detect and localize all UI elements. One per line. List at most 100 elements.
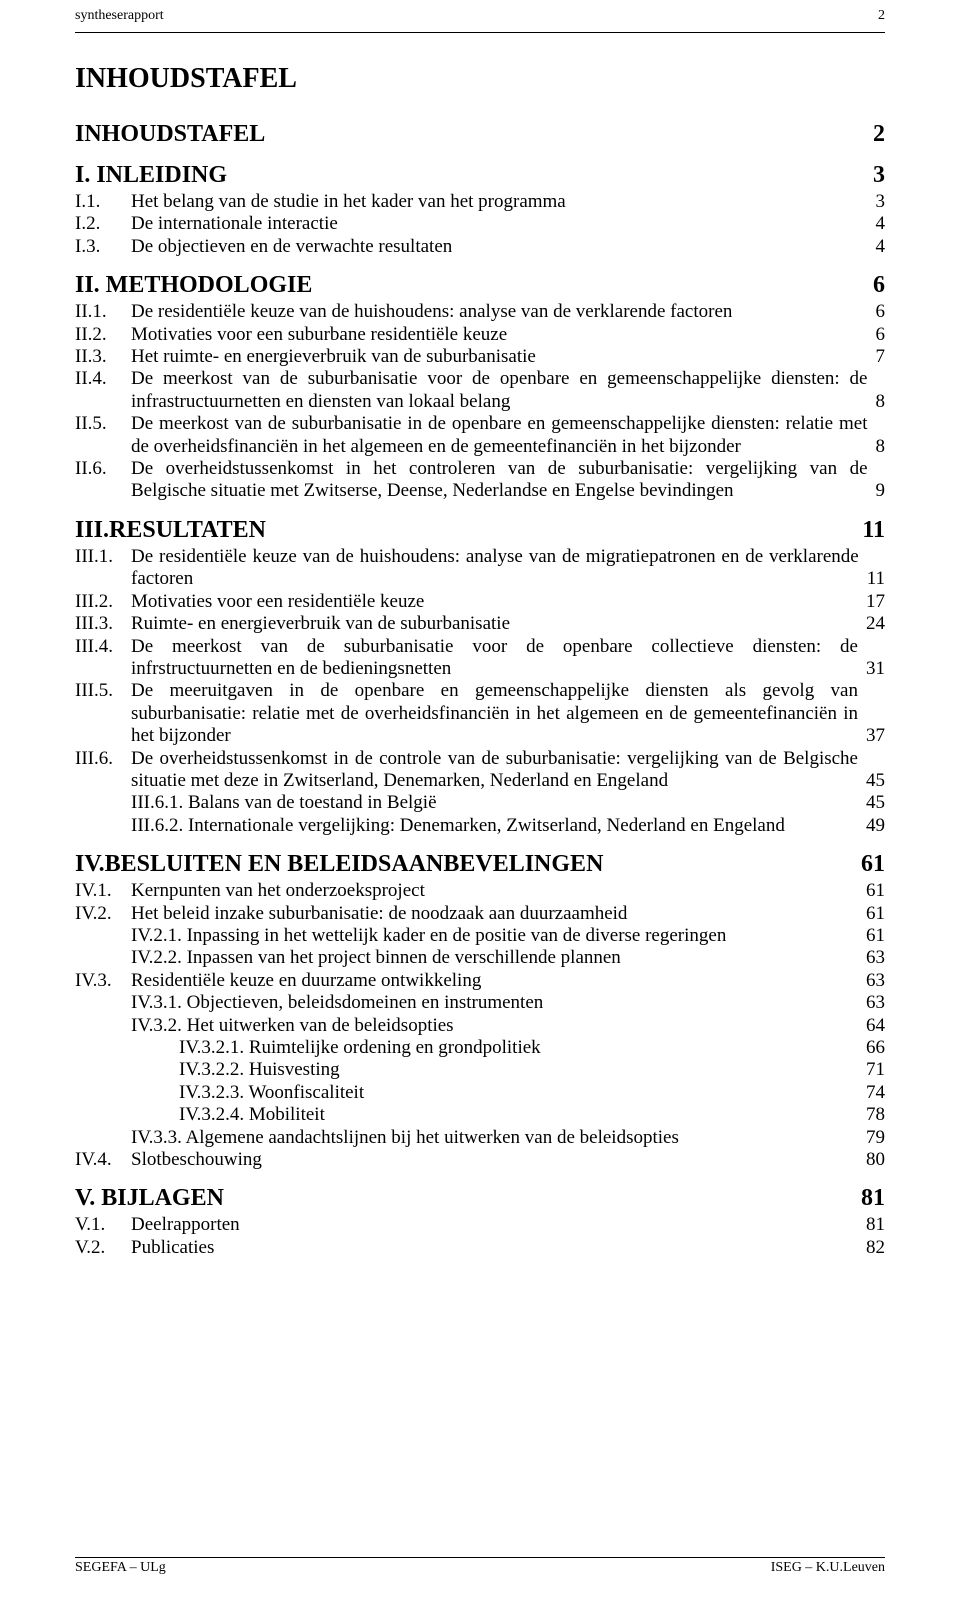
toc-entry-text: De internationale interactie xyxy=(131,213,868,235)
toc-entry-text: De residentiële keuze van de huishoudens… xyxy=(131,301,868,323)
toc-subentry-text: IV.3.2. Het uitwerken van de beleidsopti… xyxy=(131,1015,858,1037)
toc-entry-page: 7 xyxy=(868,346,886,368)
toc-entry: I.1.Het belang van de studie in het kade… xyxy=(75,191,885,213)
document-page: syntheserapport 2 INHOUDSTAFEL INHOUDSTA… xyxy=(0,0,960,1611)
toc-subentry-text: III.6.1. Balans van de toestand in Belgi… xyxy=(131,792,858,814)
toc-indent-spacer xyxy=(75,1037,179,1059)
toc-entry-number: III.3. xyxy=(75,613,131,635)
toc-subentry-text: IV.2.2. Inpassen van het project binnen … xyxy=(131,947,858,969)
toc-section-heading: III.RESULTATEN 11 xyxy=(75,517,885,544)
toc-entry: IV.1.Kernpunten van het onderzoeksprojec… xyxy=(75,880,885,902)
toc-entry-text: De meerkost van de suburbanisatie voor d… xyxy=(131,368,868,413)
toc-entry: III.5.De meeruitgaven in de openbare en … xyxy=(75,680,885,747)
toc-subentry-text: IV.3.2.2. Huisvesting xyxy=(179,1059,858,1081)
toc-entry: III.6.2. Internationale vergelijking: De… xyxy=(75,815,885,837)
toc-entry-number: II.5. xyxy=(75,413,131,458)
toc-entry-number: III.1. xyxy=(75,546,131,591)
toc-entry: V.1.Deelrapporten81 xyxy=(75,1214,885,1236)
toc-entry-page: 66 xyxy=(858,1037,885,1059)
toc-section-page: 81 xyxy=(861,1185,885,1212)
toc-entry: IV.3.3. Algemene aandachtslijnen bij het… xyxy=(75,1127,885,1149)
toc-entry-text: De meeruitgaven in de openbare en gemeen… xyxy=(131,680,858,747)
toc-entry-page: 81 xyxy=(858,1214,885,1236)
page-title: INHOUDSTAFEL xyxy=(75,63,885,95)
toc-entry: IV.2.2. Inpassen van het project binnen … xyxy=(75,947,885,969)
toc-section-page: 6 xyxy=(873,272,885,299)
toc-entry: IV.3.1. Objectieven, beleidsdomeinen en … xyxy=(75,992,885,1014)
toc-section-title: III.RESULTATEN xyxy=(75,517,266,544)
toc-entry: III.6.De overheidstussenkomst in de cont… xyxy=(75,748,885,793)
toc-entry: II.2.Motivaties voor een suburbane resid… xyxy=(75,324,885,346)
toc-entry: II.4.De meerkost van de suburbanisatie v… xyxy=(75,368,885,413)
toc-entry-text: De meerkost van de suburbanisatie in de … xyxy=(131,413,868,458)
toc-entry-number: II.1. xyxy=(75,301,131,323)
toc-section-page: 11 xyxy=(862,517,885,544)
toc-entry-page: 45 xyxy=(858,792,885,814)
toc-entry: II.5.De meerkost van de suburbanisatie i… xyxy=(75,413,885,458)
toc-entry-number: V.2. xyxy=(75,1237,131,1259)
toc-entry-page: 45 xyxy=(858,770,885,792)
toc-entry: IV.4.Slotbeschouwing80 xyxy=(75,1149,885,1171)
toc-entry-page: 64 xyxy=(858,1015,885,1037)
toc-indent-spacer xyxy=(75,1104,179,1126)
toc-entry-text: Het belang van de studie in het kader va… xyxy=(131,191,868,213)
toc-entry-number: IV.4. xyxy=(75,1149,131,1171)
toc-indent-spacer xyxy=(75,815,131,837)
toc-entry-number: I.3. xyxy=(75,236,131,258)
toc-entry-text: De objectieven en de verwachte resultate… xyxy=(131,236,868,258)
toc-entry-number: IV.3. xyxy=(75,970,131,992)
toc-entry-number: IV.2. xyxy=(75,903,131,925)
toc-entry: I.2.De internationale interactie4 xyxy=(75,213,885,235)
toc-entry-page: 17 xyxy=(858,591,885,613)
toc-entry-page: 24 xyxy=(858,613,885,635)
toc-entry-page: 61 xyxy=(858,925,885,947)
toc-section-title: INHOUDSTAFEL xyxy=(75,121,265,148)
toc-entry: III.2.Motivaties voor een residentiële k… xyxy=(75,591,885,613)
toc-entry: IV.2.1. Inpassing in het wettelijk kader… xyxy=(75,925,885,947)
toc-entry-page: 31 xyxy=(858,658,885,680)
toc-entry: III.4.De meerkost van de suburbanisatie … xyxy=(75,636,885,681)
toc-entry-number: II.6. xyxy=(75,458,131,503)
toc-entry-page: 6 xyxy=(868,301,886,323)
toc-section-heading: IV.BESLUITEN EN BELEIDSAANBEVELINGEN61 xyxy=(75,851,885,878)
toc-section-page: 3 xyxy=(873,162,885,189)
toc-entry-page: 78 xyxy=(858,1104,885,1126)
toc-indent-spacer xyxy=(75,792,131,814)
toc-entry-page: 8 xyxy=(868,436,886,458)
header-page-number: 2 xyxy=(878,8,885,24)
toc-entry: II.3.Het ruimte- en energieverbruik van … xyxy=(75,346,885,368)
toc-entry: III.1.De residentiële keuze van de huish… xyxy=(75,546,885,591)
toc-entry-page: 79 xyxy=(858,1127,885,1149)
toc-indent-spacer xyxy=(75,1082,179,1104)
toc-entry: II.1.De residentiële keuze van de huisho… xyxy=(75,301,885,323)
toc-entry: III.3.Ruimte- en energieverbruik van de … xyxy=(75,613,885,635)
toc-entry-page: 49 xyxy=(858,815,885,837)
toc-section-heading: II. METHODOLOGIE6 xyxy=(75,272,885,299)
toc-entry-page: 3 xyxy=(868,191,886,213)
toc-entry-text: Motivaties voor een suburbane residentië… xyxy=(131,324,868,346)
toc-entry: V.2.Publicaties82 xyxy=(75,1237,885,1259)
toc-entry-page: 82 xyxy=(858,1237,885,1259)
toc-subentry-text: IV.3.2.3. Woonfiscaliteit xyxy=(179,1082,858,1104)
toc-indent-spacer xyxy=(75,1059,179,1081)
toc-entry-text: De meerkost van de suburbanisatie voor d… xyxy=(131,636,858,681)
footer-left: SEGEFA – ULg xyxy=(75,1560,166,1576)
toc-entry-text: Deelrapporten xyxy=(131,1214,858,1236)
toc-entry-page: 61 xyxy=(858,880,885,902)
toc-indent-spacer xyxy=(75,947,131,969)
toc-entry-text: Ruimte- en energieverbruik van de suburb… xyxy=(131,613,858,635)
toc-entry: IV.3.2.3. Woonfiscaliteit74 xyxy=(75,1082,885,1104)
table-of-contents: INHOUDSTAFEL2I. INLEIDING3I.1.Het belang… xyxy=(75,121,885,1259)
toc-entry-page: 61 xyxy=(858,903,885,925)
toc-entry-text: De overheidstussenkomst in het controler… xyxy=(131,458,868,503)
toc-section-heading: INHOUDSTAFEL2 xyxy=(75,121,885,148)
toc-entry: II.6.De overheidstussenkomst in het cont… xyxy=(75,458,885,503)
toc-subentry-text: IV.2.1. Inpassing in het wettelijk kader… xyxy=(131,925,858,947)
toc-entry-text: Residentiële keuze en duurzame ontwikkel… xyxy=(131,970,858,992)
toc-entry-text: Het beleid inzake suburbanisatie: de noo… xyxy=(131,903,858,925)
toc-entry-number: V.1. xyxy=(75,1214,131,1236)
toc-section-title: IV.BESLUITEN EN BELEIDSAANBEVELINGEN xyxy=(75,851,603,878)
toc-entry-page: 63 xyxy=(858,970,885,992)
footer-right: ISEG – K.U.Leuven xyxy=(771,1560,885,1576)
toc-indent-spacer xyxy=(75,1015,131,1037)
